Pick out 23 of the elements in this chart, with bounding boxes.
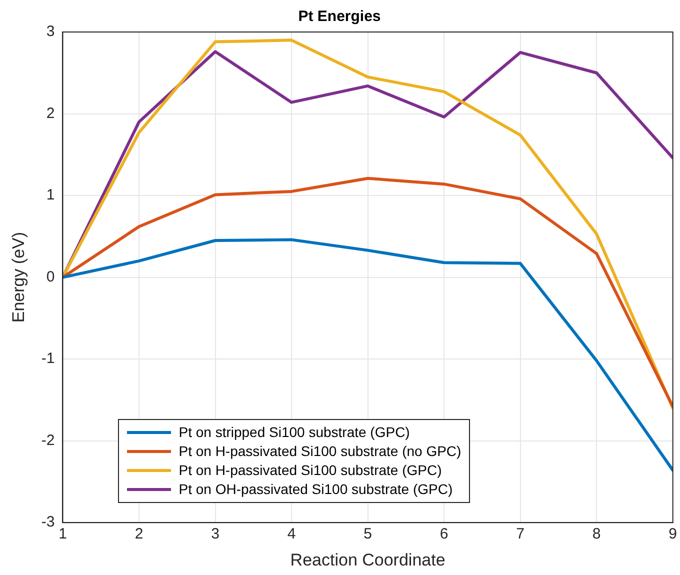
y-tick-label: -1 [41, 350, 55, 368]
y-tick-label: 2 [46, 104, 55, 122]
x-axis-title: Reaction Coordinate [290, 550, 446, 570]
chart-title: Pt Energies [298, 8, 381, 26]
x-tick-label: 3 [211, 526, 220, 543]
x-tick-label: 1 [58, 526, 67, 543]
y-tick-label: 1 [46, 186, 55, 204]
legend-label: Pt on stripped Si100 substrate (GPC) [178, 424, 410, 440]
y-tick-label: -2 [41, 432, 55, 449]
legend-label: Pt on H-passivated Si100 substrate (no GPC) [178, 443, 462, 460]
x-tick-label: 4 [287, 526, 296, 543]
legend-label: Pt on H-passivated Si100 substrate (GPC) [178, 462, 442, 478]
x-tick-label: 9 [668, 526, 677, 543]
y-axis-title: Energy (eV) [8, 232, 28, 323]
legend-label: Pt on OH-passivated Si100 substrate (GPC) [178, 481, 453, 498]
x-tick-label: 5 [364, 526, 372, 543]
x-tick-label: 6 [440, 526, 448, 543]
x-tick-label: 2 [134, 526, 144, 543]
x-tick-label: 7 [516, 526, 524, 543]
y-tick-label: 3 [46, 23, 55, 40]
y-tick-label: -3 [41, 514, 55, 531]
y-tick-label: 0 [46, 268, 55, 286]
x-tick-label: 8 [592, 526, 601, 543]
